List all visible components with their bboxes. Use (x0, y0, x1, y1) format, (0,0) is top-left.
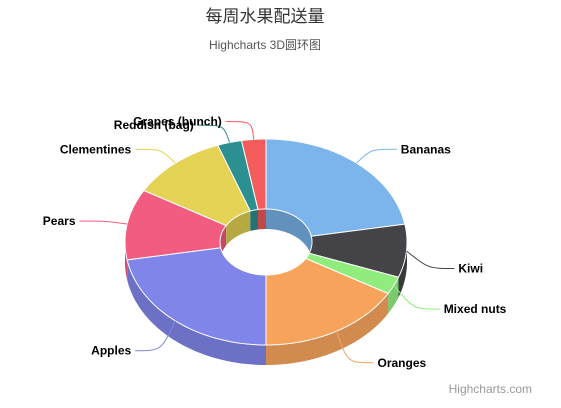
slice-apples[interactable] (126, 247, 267, 346)
data-label-bananas: Bananas (401, 142, 451, 156)
data-label-kiwi: Kiwi (458, 262, 483, 276)
data-labels: Bananas Kiwi Mixed nuts Oranges Apples Pears C… (43, 115, 507, 370)
slice-inner-wall-reddish-bag- (250, 209, 259, 231)
label-connector-oranges (336, 331, 374, 364)
slice-side-apples (127, 259, 266, 365)
data-label-reddish-bag-: Reddish (bag) (114, 118, 194, 132)
label-connector-bananas (356, 148, 397, 164)
slice-side-oranges (266, 293, 389, 365)
label-connector-pears (79, 220, 128, 225)
chart-title: 每周水果配送量 (206, 7, 325, 27)
data-label-clementines: Clementines (60, 142, 132, 156)
slice-side-mixed-nuts (388, 277, 399, 314)
chart-subtitle: Highcharts 3D圆环图 (209, 38, 321, 52)
label-connector-clementines (135, 148, 176, 164)
slice-grapes-bunch-[interactable] (241, 138, 267, 210)
slice-inner-wall-clementines (226, 210, 251, 246)
data-label-apples: Apples (91, 344, 131, 358)
data-label-oranges: Oranges (378, 356, 427, 370)
slice-side-kiwi (398, 242, 407, 298)
slice-inner-wall-grapes-bunch- (258, 209, 266, 230)
label-connector-mixed-nuts (393, 285, 440, 310)
data-label-grapes-bunch-: Grapes (bunch) (133, 115, 222, 129)
plot-area (124, 138, 408, 365)
label-connector-grapes-bunch- (225, 121, 255, 140)
data-label-pears: Pears (43, 214, 76, 228)
credits-link[interactable]: Highcharts.com (449, 382, 532, 396)
label-connector-reddish-bag- (197, 124, 230, 143)
label-connector-apples (135, 320, 176, 352)
slice-inner-wall-bananas (266, 209, 312, 257)
data-label-mixed-nuts: Mixed nuts (444, 302, 507, 316)
label-connector-kiwi (406, 250, 455, 269)
